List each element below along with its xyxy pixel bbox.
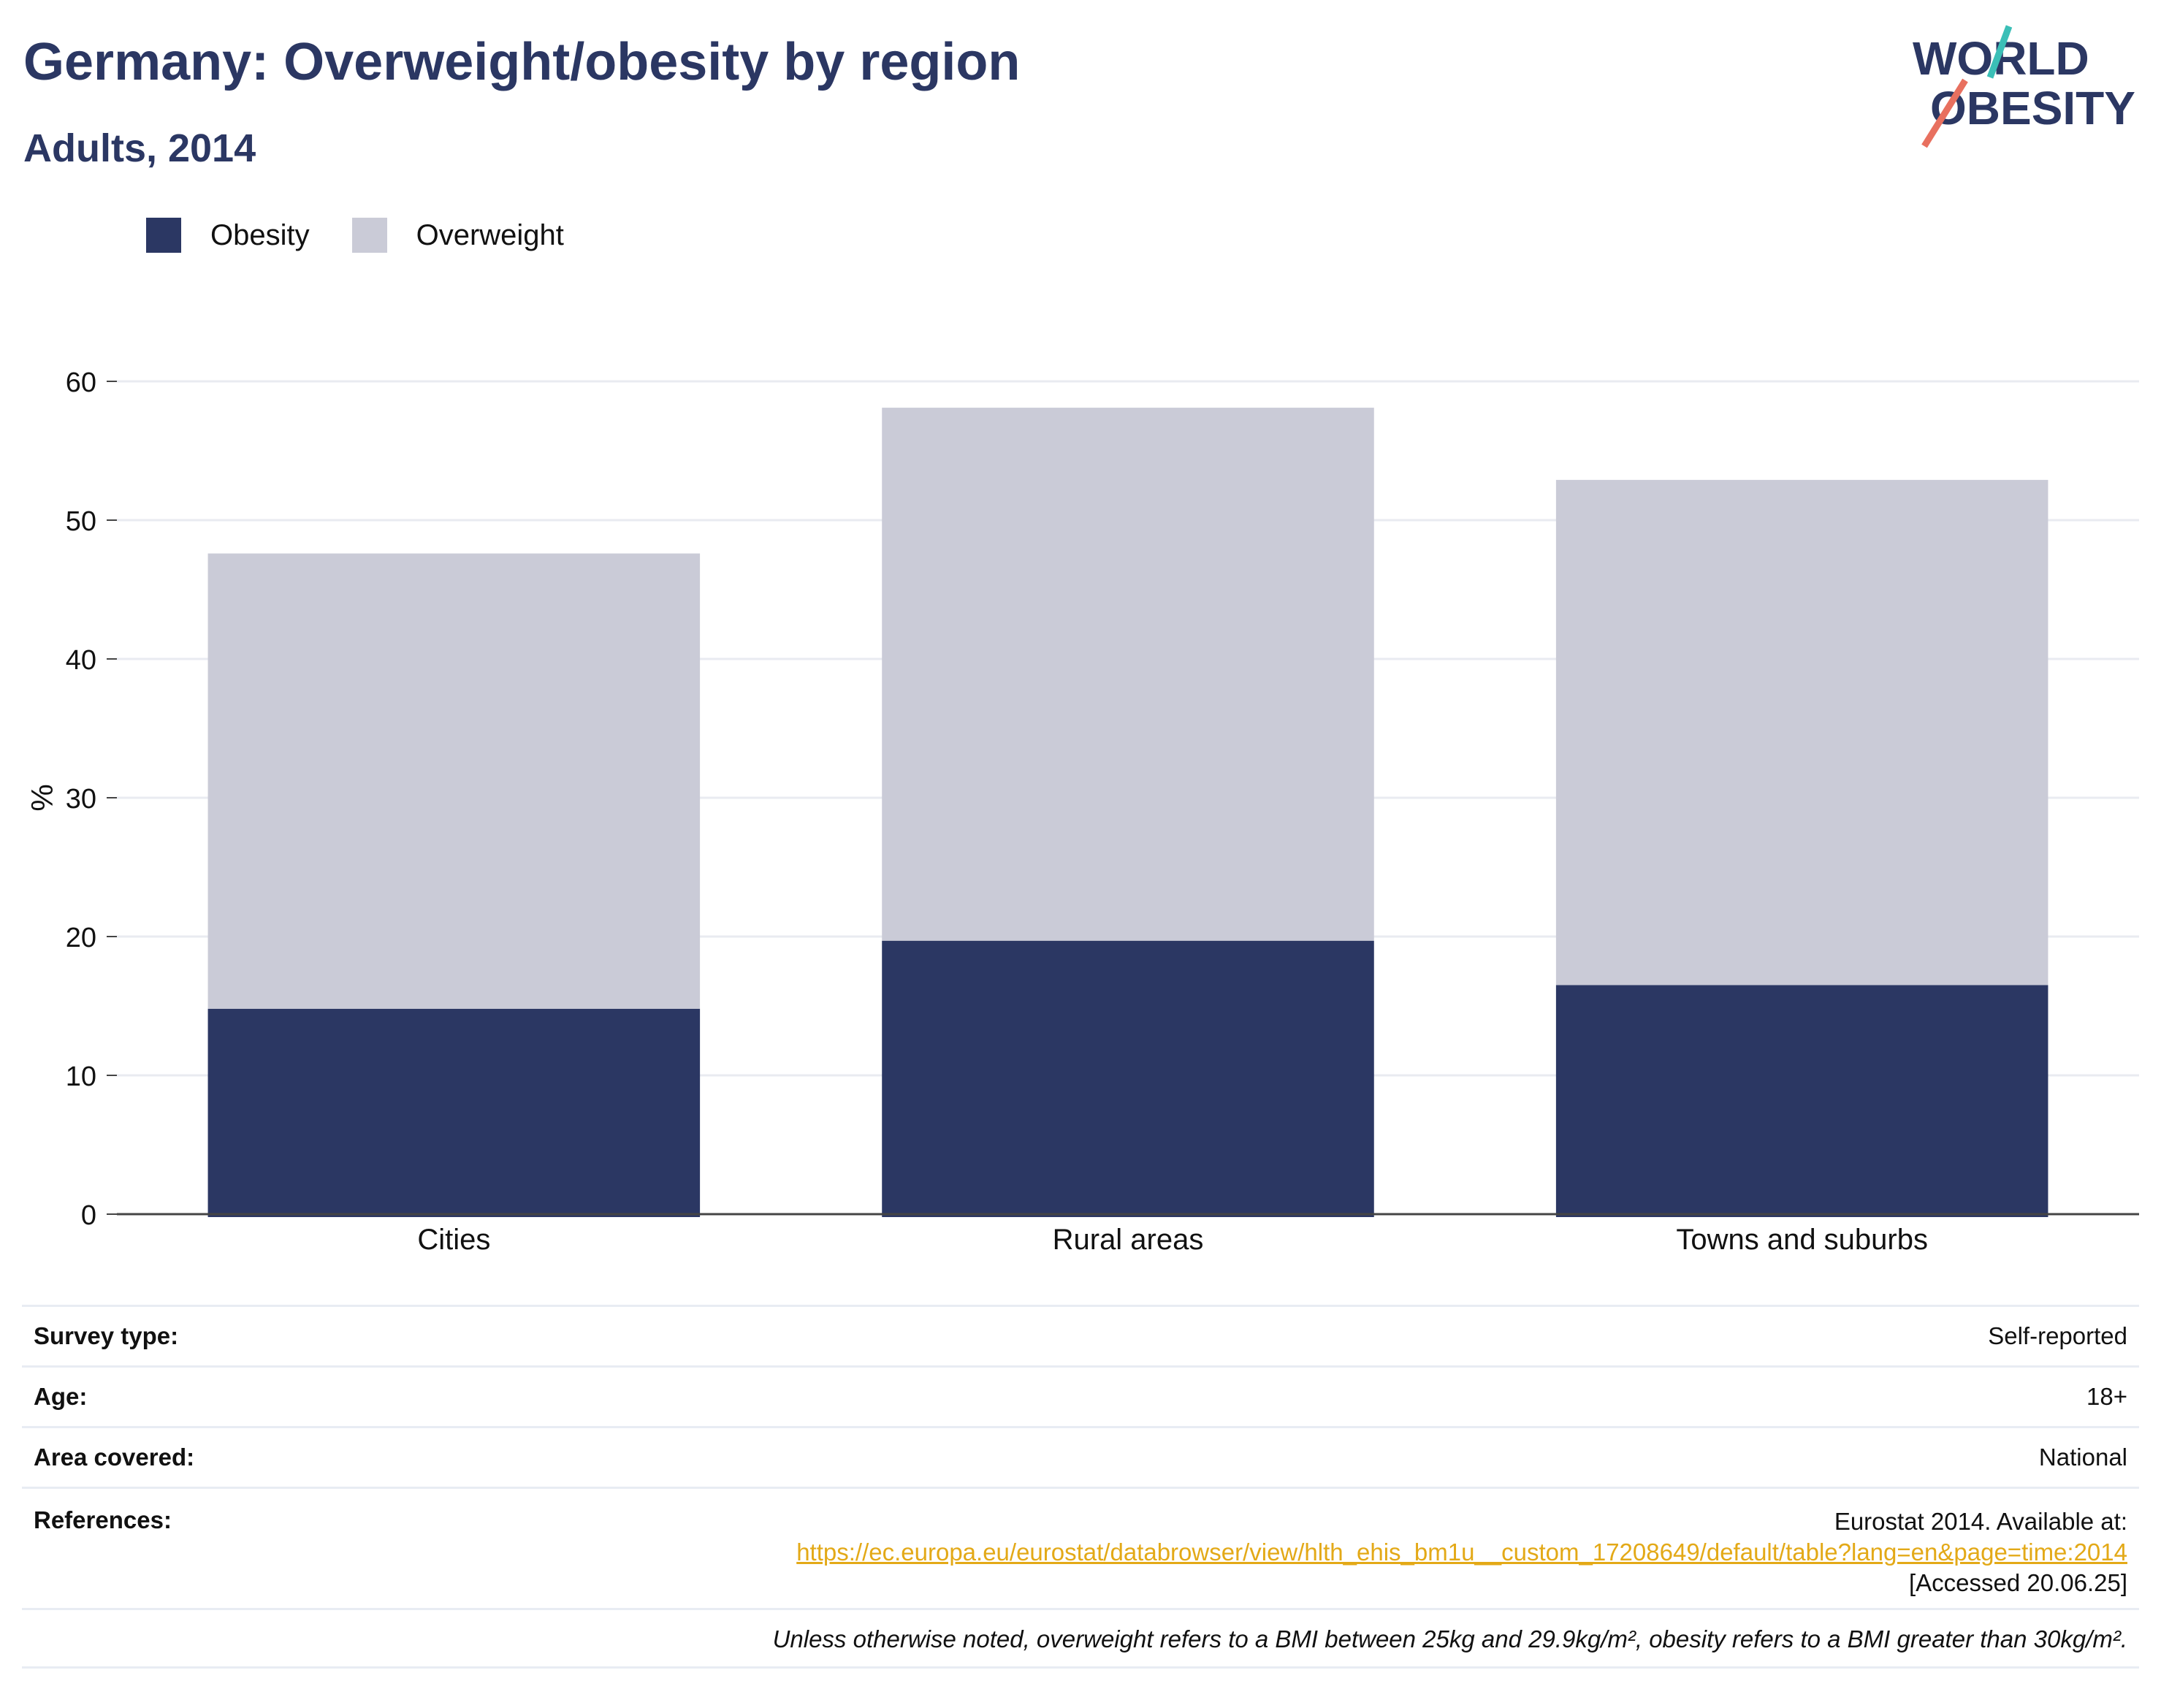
x-tick-label: Towns and suburbs <box>1676 1224 1928 1256</box>
logo-word-obesity: OBESITY <box>1930 82 2135 134</box>
legend-label-obesity: Obesity <box>210 218 310 251</box>
x-tick-label: Cities <box>417 1224 490 1256</box>
legend-item-obesity: Obesity <box>146 218 310 253</box>
bar-obesity-rural-areas <box>882 940 1374 1217</box>
page-title: Germany: Overweight/obesity by region <box>23 33 1021 91</box>
chart-legend: Obesity Overweight <box>146 218 606 253</box>
legend-swatch-obesity <box>146 218 181 253</box>
y-tick-label: 10 <box>66 1061 96 1092</box>
bar-overweight-cities <box>207 553 701 1009</box>
y-tick-label: 60 <box>66 367 96 398</box>
legend-item-overweight: Overweight <box>351 218 564 253</box>
y-axis-label: % <box>25 784 59 811</box>
age-value: 18+ <box>2086 1383 2127 1410</box>
survey-type-label: Survey type: <box>34 1322 179 1349</box>
references-value: Eurostat 2014. Available at: https://ec.… <box>796 1506 2127 1608</box>
area-covered-value: National <box>2038 1444 2127 1471</box>
y-tick-label: 20 <box>66 923 96 953</box>
bar-overweight-towns-and-suburbs <box>1555 479 2048 985</box>
area-covered-label: Area covered: <box>34 1444 195 1471</box>
y-tick-label: 30 <box>66 784 96 815</box>
info-row-area: Area covered: National <box>22 1426 2139 1487</box>
age-label: Age: <box>34 1383 88 1410</box>
y-tick-label: 40 <box>66 645 96 676</box>
logo-slash-teal <box>1986 25 2013 79</box>
stacked-bar-chart: 0 10 20 30 40 50 60% Cities Rural areas Towns and… <box>25 367 2139 1256</box>
bar-obesity-cities <box>207 1008 701 1217</box>
definition-note: Unless otherwise noted, overweight refer… <box>22 1608 2139 1669</box>
y-tick-label: 50 <box>66 506 96 537</box>
legend-swatch-overweight <box>351 218 387 253</box>
x-tick-label: Rural areas <box>1053 1224 1204 1256</box>
legend-label-overweight: Overweight <box>416 218 564 251</box>
bar-overweight-rural-areas <box>882 408 1374 941</box>
info-row-age: Age: 18+ <box>22 1365 2139 1426</box>
logo-slash-coral <box>1921 78 1968 148</box>
references-source: Eurostat 2014. Available at: <box>1834 1508 2127 1535</box>
info-row-survey-type: Survey type: Self-reported <box>22 1305 2139 1365</box>
info-row-references: References: Eurostat 2014. Available at:… <box>22 1487 2139 1608</box>
survey-type-value: Self-reported <box>1988 1322 2127 1349</box>
references-accessed: [Accessed 20.06.25] <box>1908 1569 2127 1596</box>
page-subtitle: Adults, 2014 <box>23 126 256 170</box>
bar-obesity-towns-and-suburbs <box>1555 985 2048 1217</box>
y-tick-label: 0 <box>81 1200 96 1231</box>
references-label: References: <box>34 1506 172 1533</box>
references-link[interactable]: https://ec.europa.eu/eurostat/databrowse… <box>796 1539 2127 1566</box>
world-obesity-logo: WORLD OBESITY <box>1913 25 2135 148</box>
metadata-table: Survey type: Self-reported Age: 18+ Area… <box>22 1305 2139 1669</box>
